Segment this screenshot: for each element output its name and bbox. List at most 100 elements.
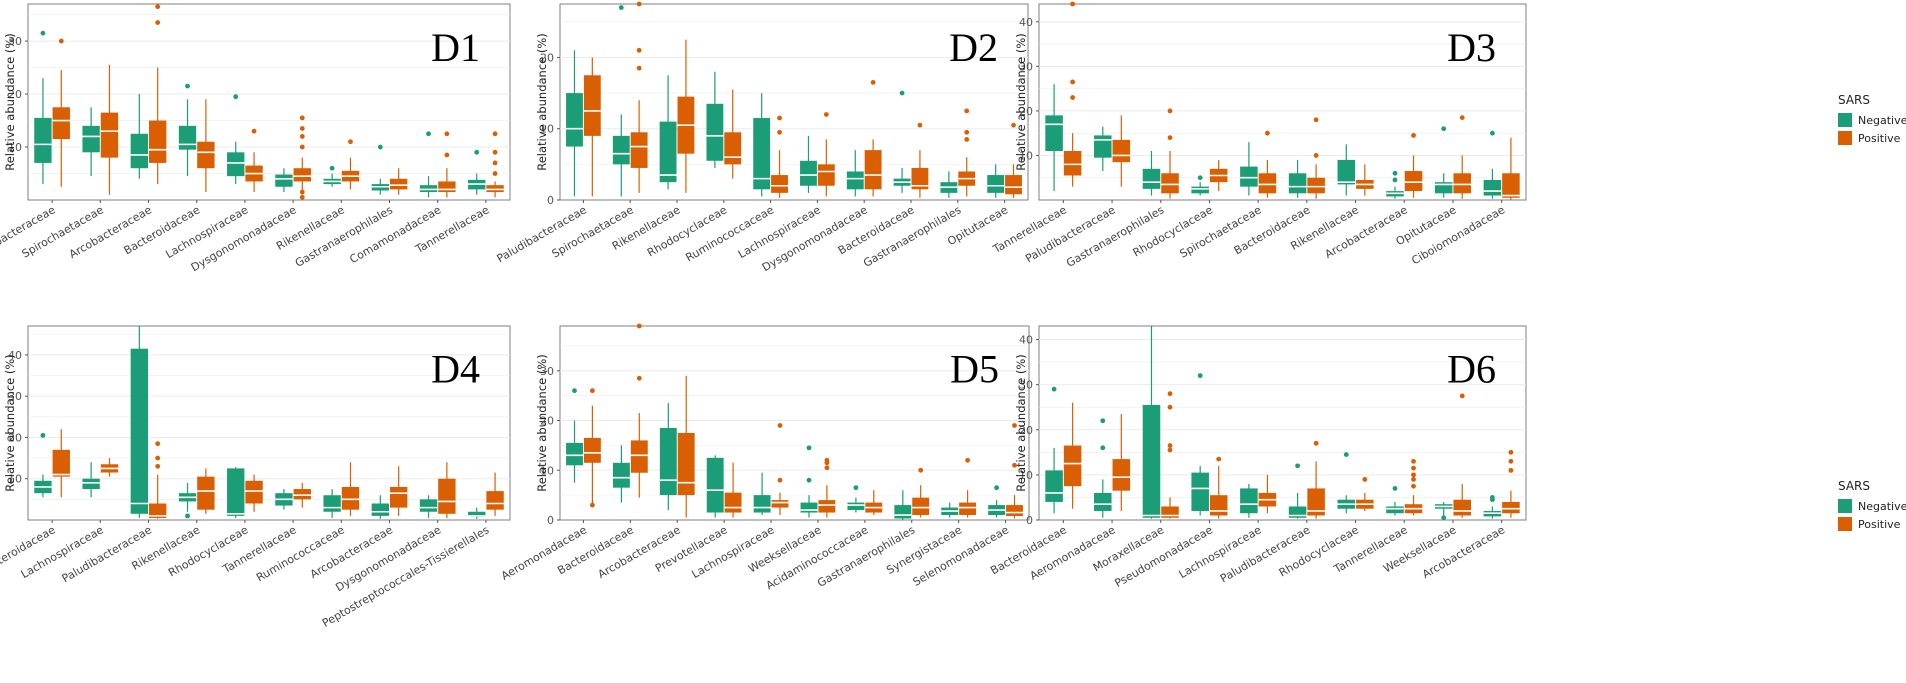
iqr-box [1453, 499, 1471, 516]
box-negative [1434, 126, 1453, 198]
box-positive [245, 128, 263, 193]
x-tick-label: Rhodocyclaceae [1277, 523, 1361, 579]
outlier-point [1011, 122, 1016, 128]
plot-panel [27, 325, 511, 521]
iqr-box [706, 457, 724, 513]
y-tick-label: 20 [540, 415, 554, 428]
box-positive [817, 112, 835, 197]
iqr-box [1307, 177, 1325, 194]
x-tick-label: Arcobacteraceae [1420, 523, 1507, 581]
outlier-point [1265, 130, 1270, 136]
box-negative [894, 490, 912, 520]
outlier-point [1100, 418, 1106, 424]
box-negative [1386, 486, 1404, 516]
iqr-box [1063, 151, 1082, 176]
iqr-box [864, 150, 882, 190]
box-negative [323, 489, 341, 518]
outlier-point [426, 131, 431, 137]
box-negative [1288, 463, 1307, 519]
outlier-point [1313, 440, 1319, 446]
box-positive [390, 168, 408, 195]
iqr-box [390, 178, 408, 190]
outlier-point [964, 129, 970, 135]
iqr-box [800, 160, 817, 186]
box-negative [178, 482, 197, 519]
outlier-point [329, 165, 335, 171]
y-axis-label: Relative abundance (%) [535, 354, 549, 492]
iqr-box [1209, 495, 1228, 516]
outlier-point [1167, 404, 1173, 410]
box-positive [149, 441, 167, 519]
iqr-box [1386, 506, 1404, 514]
iqr-box [1258, 173, 1277, 194]
outlier-point [918, 467, 924, 473]
outlier-point [1343, 452, 1349, 457]
outlier-point [824, 457, 830, 463]
iqr-box [1094, 135, 1112, 158]
outlier-point [1508, 449, 1514, 455]
iqr-box [847, 502, 865, 511]
legend-top: SARS Negative Positive [1838, 93, 1906, 145]
box-positive [1502, 137, 1520, 200]
iqr-box [293, 168, 311, 182]
x-tick-label: Spirochaetaceae [550, 203, 636, 260]
box-positive [1356, 164, 1374, 196]
box-negative [846, 150, 864, 197]
iqr-box [612, 135, 630, 165]
plot-panel [27, 3, 511, 201]
box-positive [438, 462, 456, 518]
outlier-point [58, 38, 64, 44]
outlier-point [1362, 476, 1368, 482]
iqr-box [1307, 488, 1325, 516]
box-positive [771, 423, 789, 516]
box-negative [612, 5, 630, 197]
iqr-box [130, 133, 148, 169]
x-tick-label: Rhodocyclaceae [1131, 203, 1215, 259]
iqr-box [1288, 506, 1307, 518]
box-positive [197, 468, 215, 514]
box-negative [566, 50, 583, 197]
outlier-point [1197, 175, 1203, 181]
box-negative [34, 432, 52, 498]
outlier-point [40, 30, 46, 36]
outlier-point [299, 126, 305, 131]
outlier-point [251, 128, 257, 134]
box-negative [1337, 452, 1356, 514]
outlier-point [1012, 462, 1017, 468]
outlier-point [155, 441, 161, 447]
iqr-box [1288, 173, 1307, 194]
iqr-box [753, 118, 771, 190]
box-positive [912, 467, 930, 518]
x-tick-label: Aeromonadaceae [499, 523, 589, 583]
iqr-box [771, 175, 788, 193]
iqr-box [227, 152, 245, 177]
x-tick-label: Lachnospiraceae [690, 523, 777, 581]
x-tick-label: Ciboiomonadaceae [1409, 203, 1507, 267]
outlier-point [1459, 115, 1465, 120]
outlier-point [155, 463, 161, 469]
box-negative [706, 455, 724, 518]
outlier-point [1167, 135, 1173, 141]
box-negative [1434, 501, 1453, 521]
outlier-point [185, 83, 190, 89]
iqr-box [1005, 175, 1022, 195]
outlier-point [492, 160, 498, 166]
box-positive [1404, 133, 1423, 198]
outlier-point [777, 423, 783, 428]
iqr-box [341, 486, 360, 510]
iqr-box [630, 132, 648, 168]
y-tick-label: 20 [1019, 105, 1033, 118]
outlier-point [1508, 467, 1514, 473]
box-negative [1142, 326, 1161, 519]
outlier-point [1313, 117, 1319, 123]
iqr-box [293, 489, 311, 500]
iqr-box [583, 75, 601, 136]
iqr-box [1161, 506, 1179, 518]
outlier-point [1100, 445, 1106, 451]
y-tick-label: 10 [540, 464, 554, 477]
box-negative [1288, 159, 1307, 198]
legend-label-negative: Negative [1858, 500, 1906, 513]
outlier-point [155, 20, 161, 25]
iqr-box [1045, 470, 1063, 502]
y-tick-label: 10 [1019, 149, 1033, 162]
